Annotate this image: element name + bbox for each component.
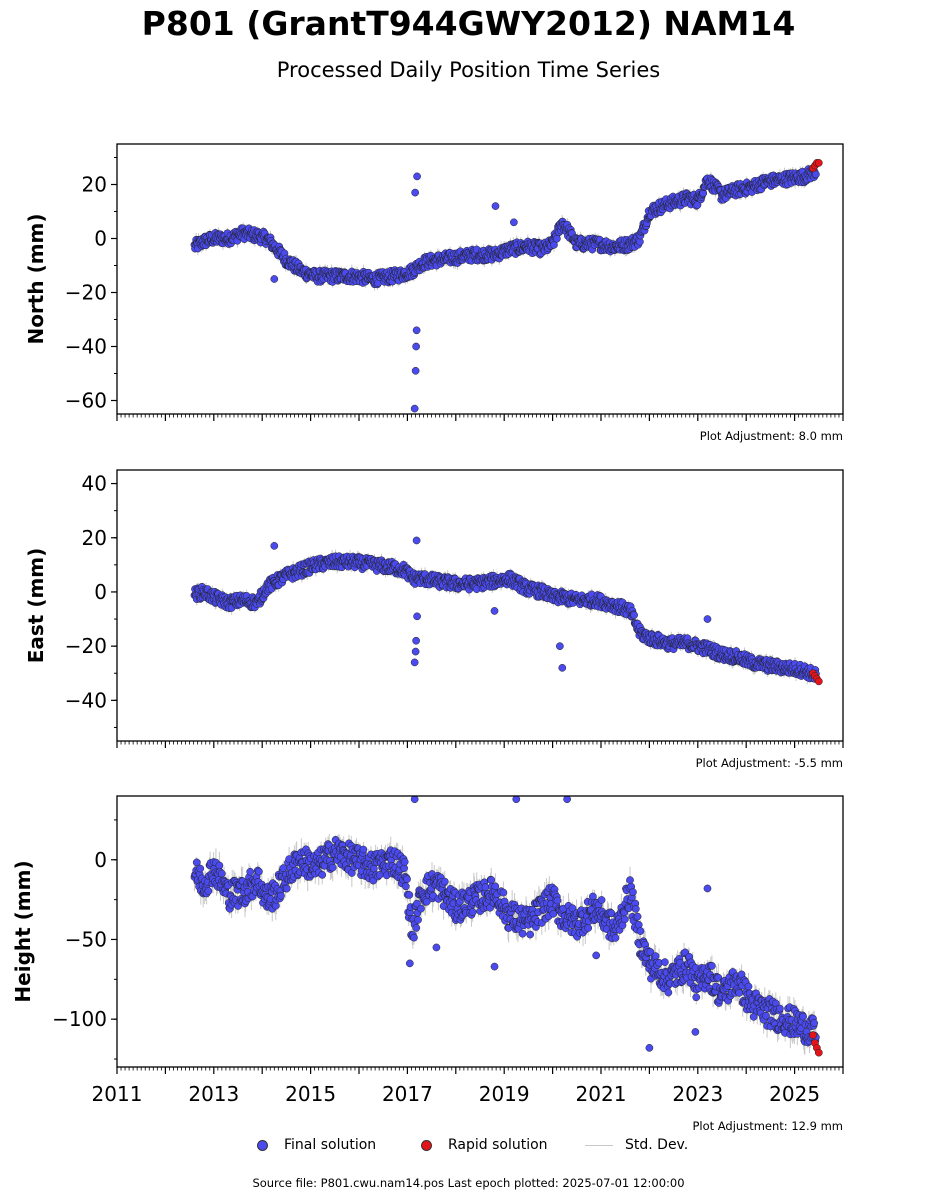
- east-final-point: [630, 611, 638, 619]
- east-ytick-label: 20: [82, 526, 107, 550]
- east-ytick-label: 0: [94, 580, 107, 604]
- north-plot-adjustment: Plot Adjustment: 8.0 mm: [700, 429, 843, 443]
- east-final-point: [556, 642, 564, 651]
- east-ytick-label: −40: [65, 688, 107, 712]
- east-final-point: [270, 542, 279, 550]
- east-final-point: [412, 636, 420, 645]
- east-final-point: [558, 663, 567, 672]
- east-ytick-label: −20: [65, 634, 107, 658]
- east-ylabel: East (mm): [24, 548, 48, 664]
- north-ytick-label: −40: [65, 335, 107, 359]
- north-ylabel: North (mm): [24, 213, 48, 344]
- chart-title: P801 (GrantT944GWY2012) NAM14: [141, 4, 796, 43]
- height-data-points: [190, 796, 823, 1057]
- east-final-point: [412, 536, 421, 545]
- east-data-points: [190, 536, 823, 686]
- north-ytick-label: 0: [94, 227, 107, 251]
- east-plot-adjustment: Plot Adjustment: -5.5 mm: [696, 756, 843, 770]
- north-final-point: [412, 342, 420, 351]
- north-final-point: [411, 188, 419, 197]
- north-final-point: [693, 201, 702, 209]
- east-ytick-label: 40: [82, 472, 107, 496]
- north-final-point: [550, 241, 558, 249]
- east-final-point: [413, 612, 421, 621]
- north-ytick-label: 20: [82, 173, 107, 197]
- north-final-point: [553, 234, 561, 243]
- north-final-point: [413, 172, 421, 181]
- east-final-point: [490, 607, 499, 615]
- north-ytick-label: −60: [65, 389, 107, 413]
- east-final-point: [410, 658, 419, 667]
- north-final-point: [412, 326, 421, 335]
- north-rapid-point: [814, 159, 823, 167]
- north-data-points: [190, 159, 823, 413]
- north-final-point: [270, 275, 279, 283]
- chart-subtitle: Processed Daily Position Time Series: [276, 58, 661, 82]
- north-final-point: [410, 404, 419, 413]
- north-final-point: [491, 202, 500, 210]
- north-final-point: [510, 218, 518, 227]
- north-final-point: [411, 366, 420, 375]
- east-final-point: [411, 647, 420, 656]
- east-final-point: [703, 615, 712, 623]
- north-ytick-label: −20: [65, 281, 107, 305]
- east-rapid-point: [814, 677, 823, 686]
